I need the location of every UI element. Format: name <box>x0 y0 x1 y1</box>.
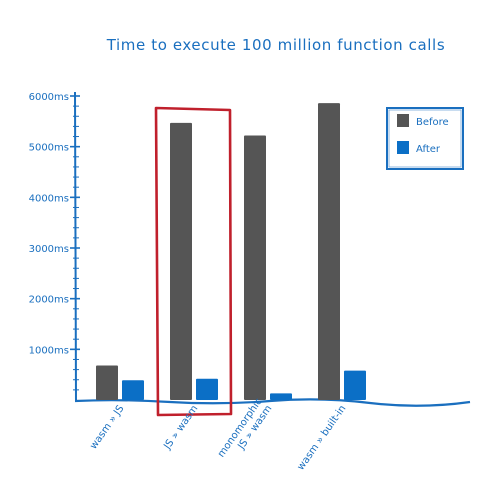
y-axis-line <box>74 91 77 403</box>
y-tick-label: 5000ms <box>29 143 69 154</box>
category-label-line: JS » wasm <box>162 403 201 452</box>
legend-label-before: Before <box>416 117 449 128</box>
category-label-line: wasm » built-in <box>295 403 348 472</box>
y-tick-label: 6000ms <box>29 92 69 103</box>
bar-after-0 <box>122 380 144 400</box>
x-axis-line <box>74 398 471 407</box>
y-tick-label: 1000ms <box>29 345 69 356</box>
y-tick-label: 4000ms <box>29 193 69 204</box>
bar-after-1 <box>196 378 218 400</box>
legend-box-inner <box>388 109 462 168</box>
category-label-0: wasm » JS <box>88 403 126 451</box>
bar-before-2 <box>244 135 266 400</box>
y-tick-label: 2000ms <box>29 295 69 306</box>
legend: Before After <box>386 107 464 170</box>
category-label-3: wasm » built-in <box>295 403 348 472</box>
highlight-box <box>154 106 233 417</box>
legend-box <box>386 107 464 170</box>
legend-label-after: After <box>416 144 441 155</box>
category-label-line: wasm » JS <box>88 403 126 451</box>
legend-swatch-before <box>397 114 409 127</box>
chart-title: Time to execute 100 million function cal… <box>106 36 446 54</box>
legend-swatch-after <box>397 141 409 154</box>
bar-after-3 <box>344 370 366 400</box>
bar-before-1 <box>170 122 192 400</box>
y-tick-label: 3000ms <box>29 244 69 255</box>
bars <box>96 103 366 417</box>
bar-after-2 <box>270 393 292 400</box>
category-label-1: JS » wasm <box>162 403 201 452</box>
y-axis: 1000ms 2000ms 3000ms 4000ms 5000ms 6000ms <box>29 91 471 407</box>
bar-before-0 <box>96 365 118 400</box>
bar-before-3 <box>318 103 340 401</box>
